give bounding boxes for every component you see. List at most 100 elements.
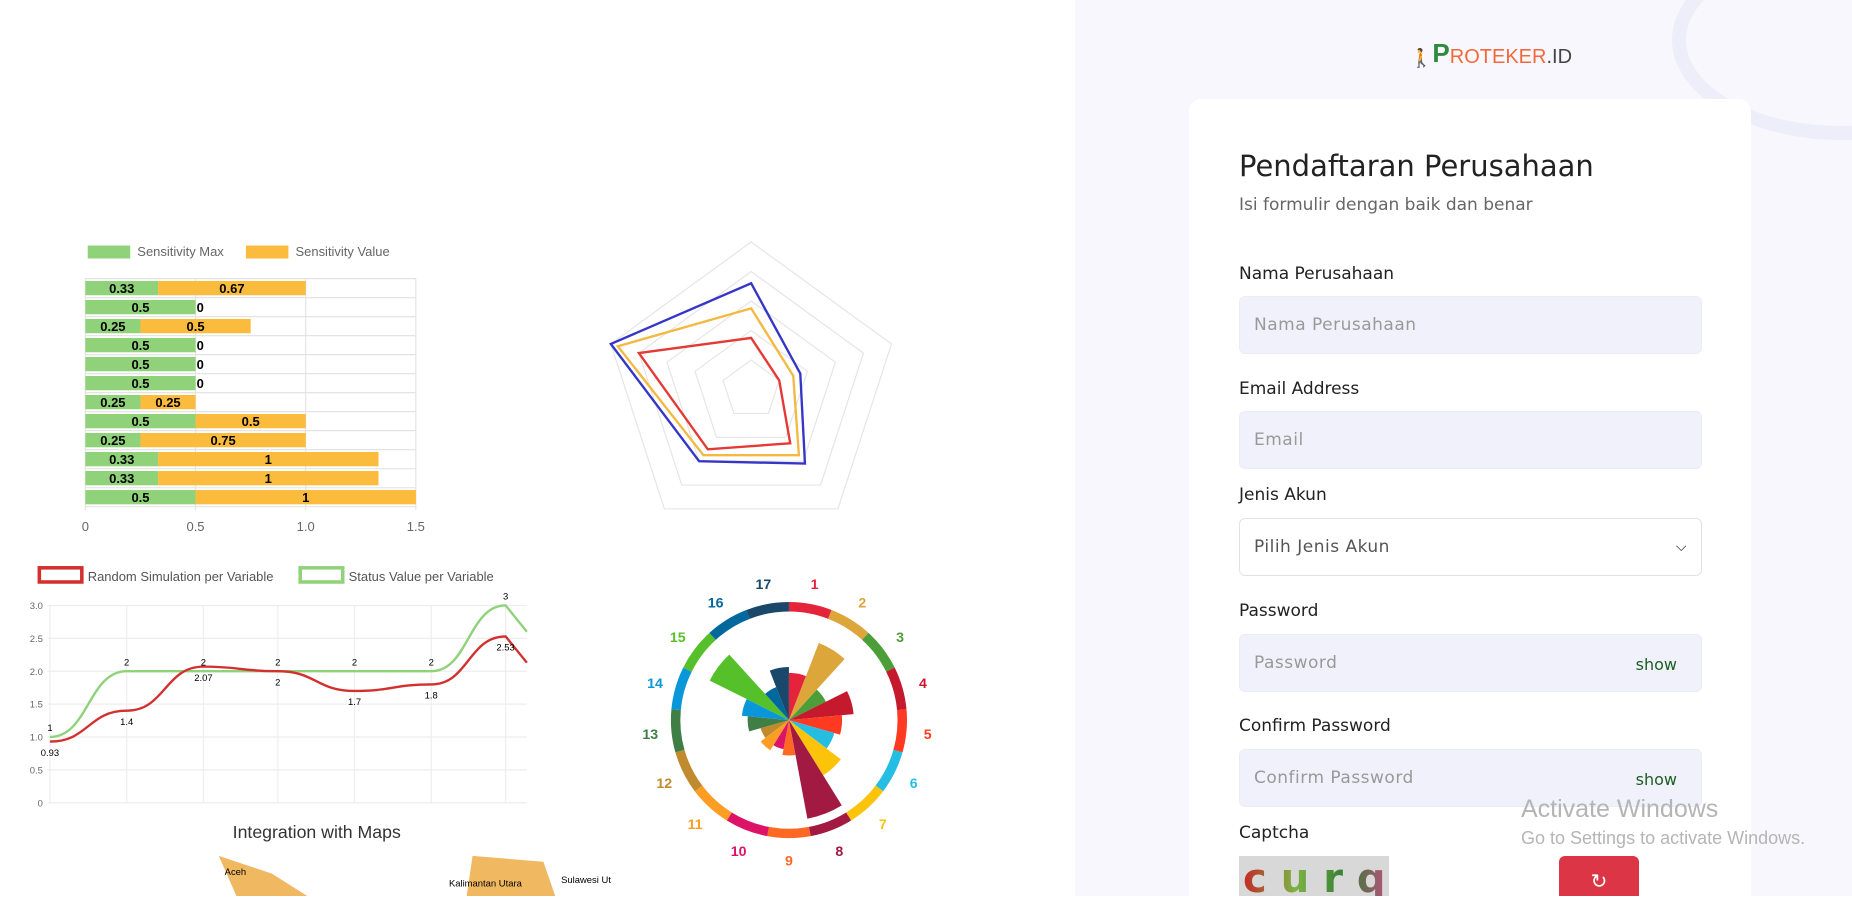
sdg-number: 8: [835, 844, 843, 860]
bar-value: [195, 490, 416, 505]
logo-text: ROTEKER: [1449, 46, 1547, 68]
sdg-wedge: [788, 720, 842, 819]
x-tick: 0: [82, 519, 89, 534]
bar-label: 1: [265, 471, 272, 486]
radar-ring: [694, 329, 809, 438]
sdg-number: 7: [879, 817, 887, 833]
password-label: Password: [1239, 601, 1319, 621]
bar-value: [158, 452, 379, 467]
confirm-password-input[interactable]: Confirm Password show: [1239, 749, 1702, 807]
sdg-wedge: [788, 720, 841, 776]
sdg-wedge: [788, 689, 826, 721]
legend-label: Sensitivity Max: [137, 244, 224, 259]
bar-value: [158, 471, 379, 486]
registration-panel: 🚶 P ROTEKER .ID Pendaftaran Perusahaan I…: [1075, 0, 1852, 896]
sdg-wedge: [741, 699, 789, 721]
email-input[interactable]: Email: [1239, 411, 1702, 469]
sdg-ring-segment: [746, 602, 789, 619]
bar-max: [85, 394, 141, 410]
sdg-number: 1: [811, 577, 819, 593]
password-placeholder: Password: [1254, 653, 1338, 673]
data-label: 2: [201, 657, 206, 668]
sdg-number: 17: [755, 577, 771, 593]
y-tick: 0: [38, 798, 43, 809]
sdg-wedge: [788, 672, 807, 721]
radar-series: [608, 281, 807, 465]
confirm-placeholder: Confirm Password: [1254, 768, 1414, 788]
bar-label: 0.25: [100, 433, 125, 448]
sdg-wedge: [773, 720, 789, 750]
sdg-wedge: [760, 720, 789, 751]
data-label: 2: [352, 657, 357, 668]
legend-label: Status Value per Variable: [349, 569, 494, 584]
y-tick: 0.5: [30, 765, 43, 776]
bar-label: 0.33: [109, 452, 134, 467]
sdg-wedge: [765, 687, 789, 721]
bar-label: 0.25: [100, 395, 125, 410]
email-label: Email Address: [1239, 379, 1360, 399]
data-label: 2: [275, 657, 280, 668]
account-type-label: Jenis Akun: [1239, 485, 1327, 505]
data-label: 2: [124, 657, 129, 668]
bar-label: 0.33: [109, 471, 134, 486]
bar-label: 0.5: [242, 414, 260, 429]
bar-label: 0: [197, 376, 204, 391]
radar-ring: [610, 241, 893, 510]
sdg-wedge: [760, 720, 789, 738]
watermark-subtitle: Go to Settings to activate Windows.: [1521, 828, 1806, 848]
sdg-number: 10: [731, 844, 747, 860]
bar-label: 0: [197, 338, 204, 353]
data-label: 1.4: [120, 717, 133, 728]
sdg-number: 11: [688, 817, 703, 833]
bar-max: [85, 356, 196, 372]
bar-value: [140, 433, 306, 448]
bar-max: [85, 490, 196, 505]
sdg-number: 9: [785, 853, 793, 869]
sdg-number: 14: [647, 676, 663, 692]
sdg-wedge: [788, 691, 854, 721]
sdg-ring-segment: [670, 709, 685, 753]
data-label: 2: [275, 677, 280, 688]
collage-svg: Sensitivity Max Sensitivity Value 0 0.5 1.0 1…: [30, 241, 932, 896]
company-placeholder: Nama Perusahaan: [1254, 315, 1417, 335]
sdg-ring-segment: [683, 632, 716, 672]
captcha-text: curq: [1243, 856, 1389, 896]
logo-p: P: [1432, 38, 1450, 68]
map-region: [218, 855, 308, 896]
sdg-number: 12: [656, 776, 672, 792]
password-input[interactable]: Password show: [1239, 634, 1702, 692]
sdg-wedge: [788, 643, 845, 721]
map-label: Sulawesi Ut: [561, 875, 611, 886]
bar-label: 0.5: [131, 414, 149, 429]
logo: 🚶 P ROTEKER .ID: [1410, 38, 1572, 69]
bar-max: [85, 452, 159, 467]
refresh-captcha-button[interactable]: ↻: [1559, 856, 1639, 896]
sdg-number: 13: [642, 727, 658, 743]
sdg-wedge: [782, 720, 796, 756]
registration-card: Pendaftaran Perusahaan Isi formulir deng…: [1189, 99, 1751, 896]
data-label: 3: [503, 592, 508, 603]
data-label: 1: [47, 723, 52, 734]
chevron-down-icon: ⌵: [1675, 539, 1687, 555]
sdg-number: 2: [858, 596, 866, 612]
bar-max: [85, 280, 159, 296]
radar-series: [636, 336, 792, 451]
email-placeholder: Email: [1254, 430, 1304, 450]
sdg-ring-segment: [767, 826, 811, 839]
show-confirm-password-button[interactable]: show: [1635, 770, 1677, 789]
legend-swatch: [37, 566, 84, 584]
map-region: [466, 855, 556, 896]
sdg-wedge: [747, 716, 789, 732]
account-type-select[interactable]: Pilih Jenis Akun ⌵: [1239, 518, 1702, 576]
show-password-button[interactable]: show: [1635, 655, 1677, 674]
confirm-password-label: Confirm Password: [1239, 716, 1391, 736]
sdg-number: 3: [896, 630, 904, 646]
sdg-wedge: [788, 720, 835, 749]
company-input[interactable]: Nama Perusahaan: [1239, 296, 1702, 354]
bar-value: [195, 414, 306, 429]
bar-label: 1: [265, 452, 272, 467]
refresh-icon: ↻: [1590, 869, 1608, 893]
x-tick: 0.5: [186, 519, 204, 534]
y-tick: 3.0: [30, 601, 43, 612]
sdg-ring-segment: [726, 812, 769, 837]
